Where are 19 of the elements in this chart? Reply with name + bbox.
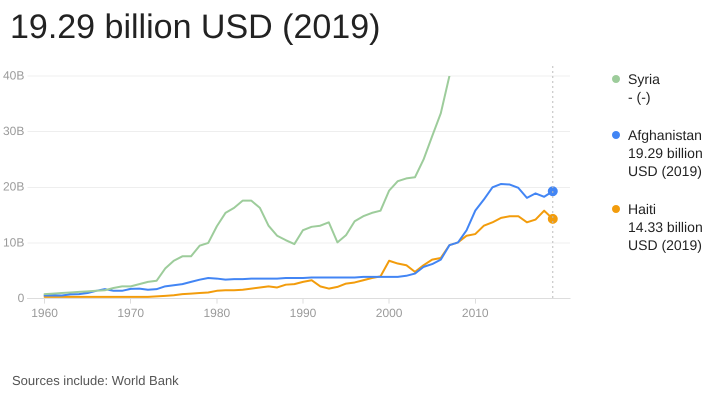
text: 19.29 billion USD (2019) [628, 144, 704, 180]
y-tick-label: 10B [2, 235, 24, 250]
x-tick-label: 1960 [31, 306, 58, 320]
y-tick-label: 40B [2, 68, 24, 82]
legend-label: Afghanistan [628, 126, 703, 144]
text: - (-) [628, 88, 652, 106]
x-tick-label: 1980 [203, 306, 231, 320]
source-note: Sources include: World Bank [12, 373, 179, 388]
text: 14.33 billion USD (2019) [628, 218, 704, 254]
legend-label: Syria [628, 70, 661, 88]
y-tick-label: 20B [2, 180, 24, 194]
x-tick-label: 2010 [462, 306, 489, 320]
x-tick-label: 1970 [117, 306, 144, 320]
legend-label: Haiti [628, 200, 658, 218]
x-tick-label: 1990 [290, 306, 317, 320]
y-tick-label: 0 [18, 290, 25, 305]
y-tick-label: 30B [2, 124, 24, 138]
x-tick-label: 2000 [376, 306, 403, 320]
chart-title: 19.29 billion USD (2019) [10, 8, 380, 47]
